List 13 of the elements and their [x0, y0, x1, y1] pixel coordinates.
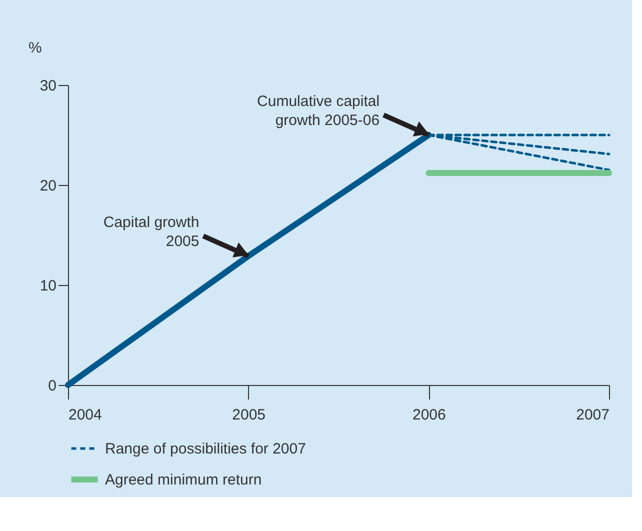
legend-label: Agreed minimum return [105, 472, 262, 488]
y-tick-label: 0 [48, 378, 56, 394]
y-tick-label: 10 [40, 278, 56, 294]
x-tick-label: 2006 [412, 406, 446, 424]
x-tick-label: 2004 [68, 406, 102, 424]
y-axis-title: % [28, 40, 42, 56]
annotation: Cumulative capital growth 2005-06 [257, 93, 380, 129]
legend-label: Range of possibilities for 2007 [105, 440, 306, 458]
y-tick-label: 30 [40, 78, 56, 94]
x-tick-label: 2007 [576, 406, 610, 424]
annotation: Capital growth 2005 [103, 214, 200, 250]
y-tick-label: 20 [40, 178, 56, 194]
x-tick-label: 2005 [232, 406, 266, 424]
